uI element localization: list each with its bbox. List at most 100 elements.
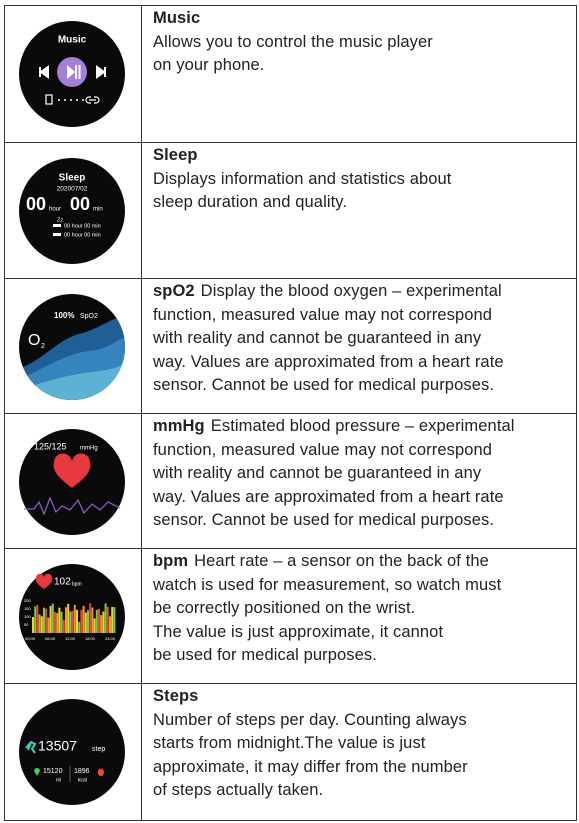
- watch-bar: [113, 607, 116, 633]
- watch-unit: bpm: [72, 581, 82, 587]
- text-line: way. Values are approximated from a hear…: [153, 352, 504, 371]
- line: mmHg Estimated blood pressure – experimen…: [153, 415, 575, 439]
- watch-bar: [106, 606, 109, 633]
- text-line: approximate, it may differ from the numb…: [153, 757, 468, 776]
- text-line: Heart rate – a sensor on the back of the: [194, 552, 489, 570]
- description: bpm Heart rate – a sensor on the back of …: [153, 550, 575, 668]
- watch-bar: [84, 612, 87, 633]
- watch-y-tick: 50: [24, 622, 29, 627]
- watch-minute-unit: min: [93, 207, 103, 213]
- watch-bar: [51, 603, 54, 633]
- title: spO2: [153, 282, 195, 300]
- description: Music Allows you to control the music pla…: [153, 7, 575, 78]
- watch-x-tick: 00:00: [25, 636, 36, 641]
- watch-distance-unit: mi: [56, 777, 61, 783]
- watch-distance: 15120: [43, 768, 63, 775]
- text-line: starts from midnight.The value is just: [153, 734, 426, 753]
- text-line: of steps actually taken.: [153, 781, 324, 800]
- watch-bar: [47, 617, 50, 633]
- watch-hours: 00: [26, 194, 46, 214]
- text-line: with reality and cannot be guaranteed in…: [153, 464, 482, 483]
- text-line: function, measured value may not corresp…: [153, 305, 493, 324]
- watch-bar: [78, 621, 81, 633]
- watch-sleep: Sleep 202007/02 00 hour 00 min Zz 00 hou…: [19, 158, 125, 264]
- text-line: be correctly positioned on the wrist.: [153, 599, 416, 618]
- watch-bar: [67, 603, 70, 633]
- watch-x-tick: 06:00: [45, 636, 56, 641]
- text-line: Display the blood oxygen – experimental: [200, 282, 502, 300]
- watch-deep: 00 hour 00 min: [64, 223, 101, 229]
- watch-unit: step: [92, 746, 105, 753]
- text-line: sensor. Cannot be used for medical purpo…: [153, 511, 495, 530]
- watch-bar: [45, 608, 48, 633]
- line: bpm Heart rate – a sensor on the back of …: [153, 550, 575, 574]
- watch-bar: [87, 610, 89, 633]
- watch-steps: 13507 step 15120 mi 1896 kcal: [19, 699, 125, 805]
- watch-bar: [60, 611, 63, 633]
- watch-bar: [104, 603, 107, 633]
- watch-bar: [100, 615, 103, 633]
- watch-y-tick: 150: [24, 606, 31, 611]
- title: Music: [153, 9, 201, 27]
- text-line: Displays information and statistics abou…: [153, 169, 452, 188]
- watch-spo2: 100% SpO2 O 2: [19, 294, 125, 400]
- text-line: watch is used for measurement, so watch …: [153, 575, 502, 594]
- watch-y-tick: 100: [24, 614, 31, 619]
- watch-label: Music: [58, 35, 87, 46]
- description: spO2 Display the blood oxygen – experimen…: [153, 280, 575, 398]
- watch-bar: [73, 604, 76, 633]
- watch-light: 00 hour 00 min: [64, 232, 101, 238]
- watch-subscript: 2: [41, 343, 45, 350]
- watch-bar: [62, 619, 65, 633]
- watch-minutes: 00: [70, 194, 90, 214]
- watch-label: SpO2: [80, 313, 98, 320]
- watch-bar: [43, 607, 45, 633]
- watch-label: Sleep: [59, 173, 86, 184]
- title: bpm: [153, 552, 189, 570]
- watch-bar: [69, 611, 72, 633]
- text-line: with reality and cannot be guaranteed in…: [153, 329, 482, 348]
- text-line: The value is just approximate, it cannot: [153, 622, 444, 641]
- watch-bar: [95, 609, 98, 633]
- line: spO2 Display the blood oxygen – experimen…: [153, 280, 575, 304]
- watch-bar: [40, 616, 43, 633]
- watch-y-tick: 200: [24, 598, 31, 603]
- description: Sleep Displays information and statistics…: [153, 144, 575, 215]
- text-line: Allows you to control the music player: [153, 32, 433, 51]
- watch-hour-unit: hour: [49, 207, 61, 213]
- watch-unit: mmHg: [80, 446, 98, 452]
- watch-bar: [32, 617, 34, 633]
- watch-bpm: 102 bpm 200 150 100 50 00:00 06:00 12:00 18:00…: [19, 564, 125, 670]
- watch-x-tick: 24:00: [105, 636, 116, 641]
- watch-bar: [71, 610, 74, 633]
- watch-mmhg: 125/125 mmHg: [19, 429, 125, 535]
- watch-value: 100%: [54, 311, 74, 320]
- text-line: be used for medical purposes.: [153, 646, 377, 665]
- watch-bar: [56, 612, 59, 633]
- watch-bar: [98, 608, 100, 633]
- watch-bar: [38, 614, 41, 633]
- watch-bar: [80, 609, 83, 633]
- watch-bar: [36, 604, 39, 633]
- watch-bar: [89, 603, 92, 633]
- watch-date: 202007/02: [57, 186, 88, 193]
- watch-steps: 13507: [38, 738, 77, 754]
- title: Sleep: [153, 146, 198, 164]
- watch-bar: [65, 607, 67, 633]
- watch-bar: [91, 607, 94, 633]
- description: mmHg Estimated blood pressure – experimen…: [153, 415, 575, 533]
- watch-bar: [93, 618, 96, 633]
- watch-calories-unit: kcal: [78, 777, 87, 783]
- watch-calories: 1896: [74, 768, 90, 775]
- title: mmHg: [153, 417, 205, 435]
- watch-x-tick: 18:00: [85, 636, 96, 641]
- watch-symbol: O: [28, 332, 40, 349]
- title: Steps: [153, 687, 199, 705]
- text-line: sleep duration and quality.: [153, 193, 348, 212]
- text-line: Estimated blood pressure – experimental: [210, 417, 515, 435]
- text-line: way. Values are approximated from a hear…: [153, 487, 504, 506]
- watch-zz: Zz: [57, 217, 63, 223]
- watch-bar: [109, 616, 111, 633]
